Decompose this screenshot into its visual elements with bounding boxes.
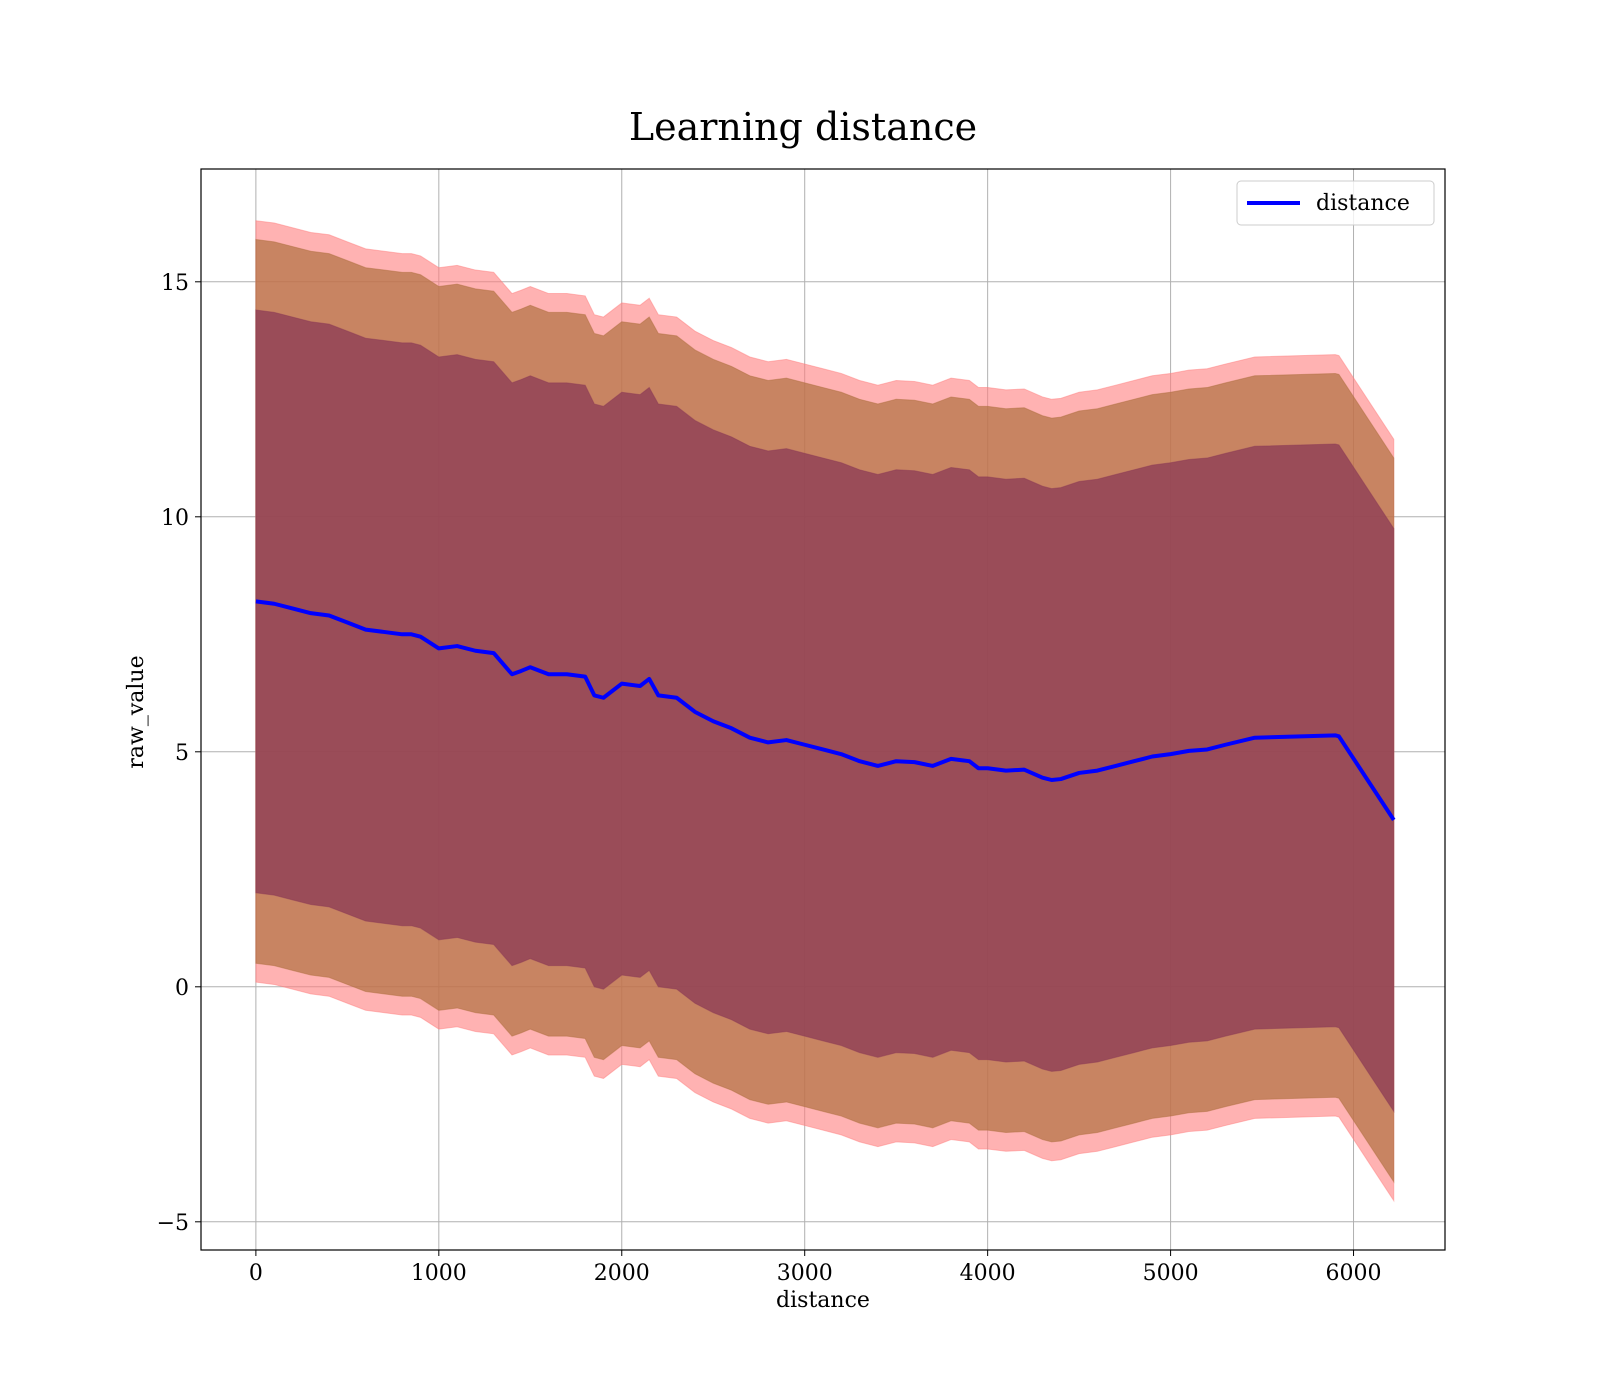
legend-label-distance: distance [1316, 191, 1410, 216]
series-bands [255, 220, 1396, 1203]
chart-title: Learning distance [629, 105, 977, 149]
band-inner [255, 309, 1395, 1114]
y-tick-label: 15 [161, 271, 189, 296]
x-tick-label: 6000 [1326, 1261, 1382, 1286]
x-tick-label: 0 [249, 1261, 263, 1286]
x-tick-label: 2000 [594, 1261, 650, 1286]
y-tick-label: −5 [157, 1211, 189, 1236]
legend-box [1236, 180, 1435, 226]
axes-frame [200, 168, 1446, 1251]
x-tick-label: 1000 [411, 1261, 467, 1286]
x-tick-label: 4000 [960, 1261, 1016, 1286]
x-tick-label: 5000 [1143, 1261, 1199, 1286]
y-axis-label: raw_value [124, 655, 149, 768]
legend: distance [1236, 180, 1435, 226]
x-axis-label: distance [776, 1288, 870, 1313]
x-tick-label: 3000 [777, 1261, 833, 1286]
series-line-distance [255, 599, 1396, 822]
y-tick-label: 10 [161, 506, 189, 531]
y-tick-label: 5 [175, 741, 189, 766]
y-tick-label: 0 [175, 976, 189, 1001]
plot-area: 0 1000 2000 3000 4000 5000 6000 −5 0 5 10 15 [157, 168, 1446, 1286]
